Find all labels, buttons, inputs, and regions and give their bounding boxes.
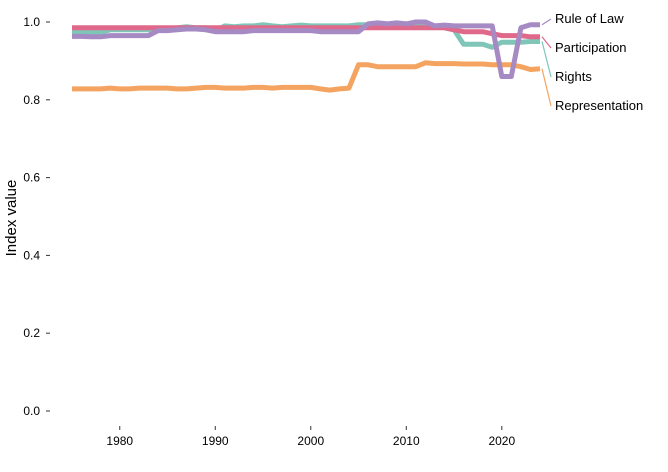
series-line-participation: [72, 25, 540, 40]
x-tick-label: 2000: [297, 434, 324, 448]
y-axis-title: Index value: [3, 180, 20, 257]
y-tick-label: 0.8: [23, 93, 40, 107]
x-tick-label: 1980: [106, 434, 133, 448]
series-line-representation: [72, 60, 541, 93]
x-tick-label: 2010: [393, 434, 420, 448]
y-tick-label: 0.4: [23, 248, 40, 262]
leader-line-rule-of-law: [541, 18, 552, 26]
y-tick-label: 1.0: [23, 15, 40, 29]
series-label-layer: Rights Representation Participation Rule of…: [541, 11, 643, 113]
series-label-rule-of-law: Rule of Law: [555, 11, 624, 26]
series-line-rule-of-law: [72, 19, 540, 79]
x-tick-label: 2020: [488, 434, 515, 448]
leader-line-participation: [541, 36, 552, 49]
x-tick-label: 1990: [202, 434, 229, 448]
leader-line-representation: [541, 68, 552, 107]
y-tick-label: 0.2: [23, 326, 40, 340]
series-label-participation: Participation: [555, 40, 627, 55]
x-axis: 1980 1990 2000 2010 2020: [106, 426, 515, 448]
series-label-representation: Representation: [555, 98, 643, 113]
series-layer: [72, 19, 541, 93]
y-axis: 0.0 0.2 0.4 0.6 0.8 1.0: [23, 15, 50, 418]
series-label-rights: Rights: [555, 69, 592, 84]
y-tick-label: 0.6: [23, 171, 40, 185]
leader-line-rights: [541, 41, 552, 78]
y-tick-label: 0.0: [23, 404, 40, 418]
